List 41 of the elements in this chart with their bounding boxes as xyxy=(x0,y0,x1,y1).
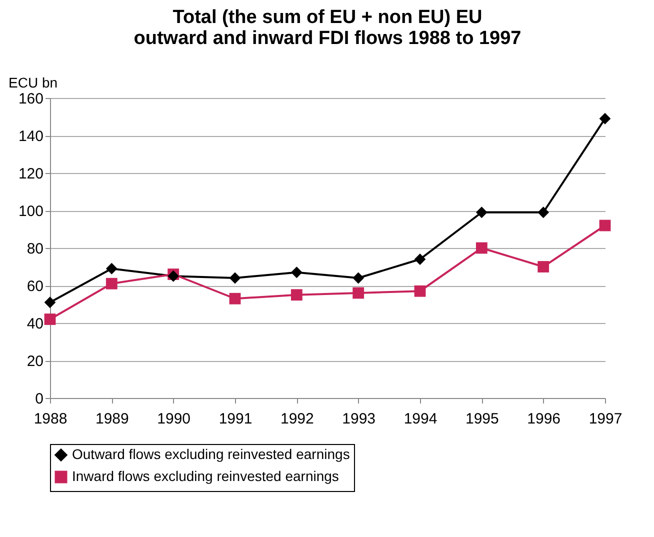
point xyxy=(599,220,611,232)
point xyxy=(352,272,364,284)
point xyxy=(476,242,488,254)
x-tick-label: 1993 xyxy=(342,410,376,428)
y-axis-title: ECU bn xyxy=(8,74,58,90)
point xyxy=(414,285,426,297)
legend-label: Outward flows excluding reinvested earnings xyxy=(72,446,350,462)
y-tick-label: 40 xyxy=(26,316,44,332)
x-tick-label: 1997 xyxy=(588,410,622,428)
y-tick-label: 80 xyxy=(26,240,44,258)
point xyxy=(538,206,550,218)
point xyxy=(476,206,488,218)
x-tick-label: 1992 xyxy=(280,410,314,428)
point xyxy=(44,314,56,325)
y-tick-label: 140 xyxy=(18,128,44,145)
point xyxy=(229,272,241,284)
y-tick-label: 100 xyxy=(18,203,44,220)
point xyxy=(106,278,118,290)
point xyxy=(599,112,611,124)
point xyxy=(290,266,302,278)
y-tick-label: 0 xyxy=(35,390,44,408)
x-tick-label: 1996 xyxy=(527,410,561,428)
x-tick-label: 1989 xyxy=(95,410,129,428)
x-tick-label: 1990 xyxy=(157,410,191,428)
x-tick-label: 1988 xyxy=(34,410,68,428)
legend-label: Inward flows excluding reinvested earnings xyxy=(72,468,339,484)
y-tick-label: 60 xyxy=(26,278,44,295)
y-tick-label: 120 xyxy=(18,166,44,182)
point xyxy=(106,262,118,274)
x-tick-label: 1991 xyxy=(218,410,252,428)
point xyxy=(229,292,241,304)
chart-title: Total (the sum of EU + non EU) EU outward and inward FDI flows 1988 to 1997 xyxy=(134,7,522,49)
point xyxy=(414,254,426,265)
y-tick-label: 160 xyxy=(18,90,44,108)
y-tick-label: 20 xyxy=(26,353,44,370)
x-tick-label: 1994 xyxy=(404,410,438,428)
point xyxy=(538,261,550,272)
x-tick-label: 1995 xyxy=(465,410,499,428)
point xyxy=(290,289,302,301)
point xyxy=(352,287,364,299)
point xyxy=(44,296,56,308)
